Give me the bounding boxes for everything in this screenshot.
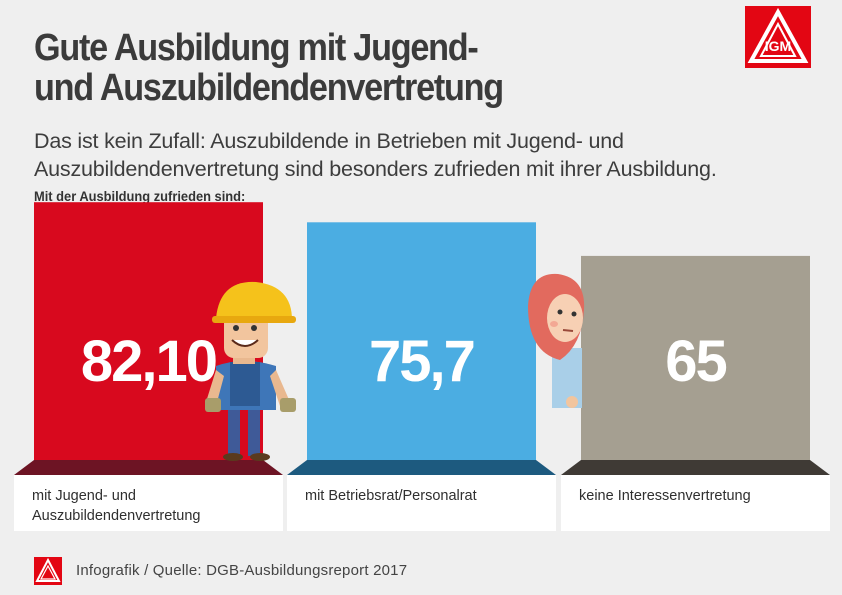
subtitle-line-1: Das ist kein Zufall: Auszubildende in Be… [34, 129, 624, 153]
bar-value-label: 75,7 [369, 329, 474, 394]
category-label-box [14, 475, 283, 531]
category-label: Auszubildendenvertretung [32, 508, 200, 524]
bar [307, 222, 536, 460]
source-note: Infografik / Quelle: DGB-Ausbildungsrepo… [76, 562, 408, 579]
subtitle-line-2: Auszubildendenvertretung sind besonders … [34, 157, 717, 181]
chart-caption: Mit der Ausbildung zufrieden sind: [34, 188, 246, 204]
title-line-1: Gute Ausbildung mit Jugend- [34, 27, 479, 69]
bar [581, 255, 810, 460]
title-line-2: und Auszubildendenvertretung [34, 67, 504, 109]
igm-logo: IGM [745, 6, 811, 68]
category-label-box [287, 475, 556, 531]
bar-value-label: 65 [665, 329, 726, 394]
worker-illustration [205, 281, 296, 461]
subtitle: Das ist kein Zufall: Auszubildende in Be… [34, 127, 824, 183]
category-label: mit Jugend- und [32, 488, 136, 504]
category-label: keine Interessenvertretung [579, 488, 751, 504]
girl-illustration [528, 273, 585, 408]
igm-footer-logo [34, 557, 62, 585]
bar-value-label: 82,10 [81, 329, 216, 394]
page-title: Gute Ausbildung mit Jugend- und Auszubil… [34, 28, 610, 108]
category-label-box [561, 475, 830, 531]
category-label: mit Betriebsrat/Personalrat [305, 488, 477, 504]
bar-floor [14, 460, 283, 475]
svg-text:IGM: IGM [765, 38, 791, 54]
bar-floor [561, 460, 830, 475]
bar-floor [287, 460, 556, 475]
